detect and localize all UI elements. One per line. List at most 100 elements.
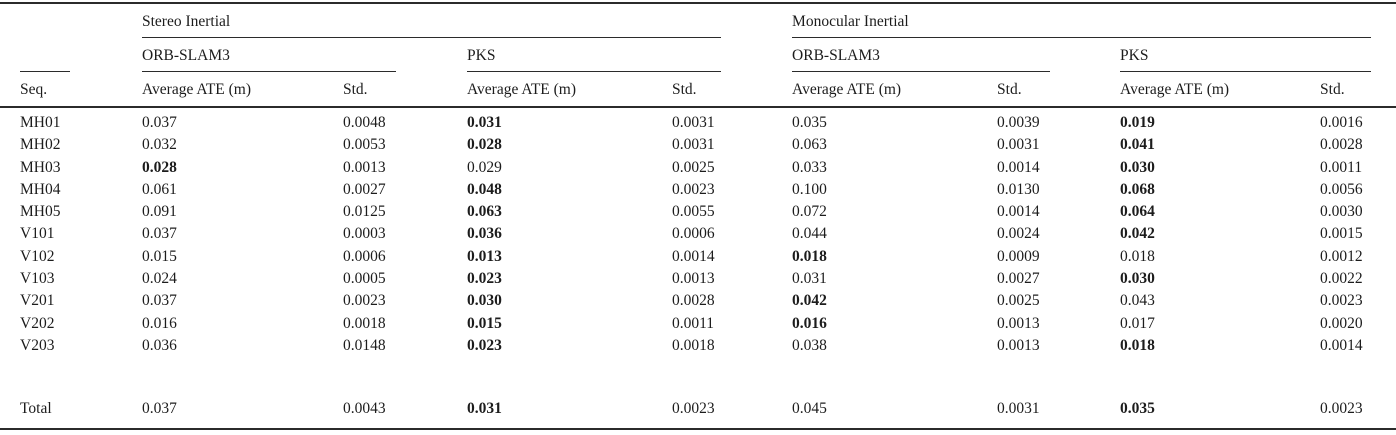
sequence-label: V201 [20,292,55,310]
value-cell: 0.072 [792,203,827,221]
value-cell: 0.0005 [343,270,386,288]
value-cell: 0.037 [142,395,343,430]
value-cell: 0.0039 [997,114,1040,131]
value-cell: 0.0043 [343,395,467,430]
value-cell: 0.063 [467,203,502,221]
value-cell: 0.018 [1120,247,1155,265]
value-cell: 0.0014 [1320,336,1363,354]
value-cell: 0.0015 [1320,225,1363,243]
value-cell: 0.048 [467,180,502,198]
value-cell: 0.029 [467,158,502,176]
value-cell: 0.023 [467,336,502,354]
table-row: MH04 0.061 0.0027 0.048 0.0023 0.100 0.0130 0.0… [0,179,1396,201]
sequence-label: MH03 [20,158,61,176]
value-cell: 0.0125 [343,203,386,221]
value-cell: 0.037 [142,114,177,131]
value-cell: 0.061 [142,180,177,198]
value-cell: 0.037 [142,292,177,310]
value-cell: 0.0053 [343,136,386,154]
column-header-avg-ate: Average ATE (m) [467,72,672,108]
value-cell: 0.0030 [1320,203,1363,221]
value-cell: 0.100 [792,180,827,198]
sequence-label: MH02 [20,136,61,154]
value-cell: 0.0018 [672,336,715,354]
value-cell: 0.0023 [1320,292,1363,310]
value-cell: 0.0016 [1320,114,1363,131]
value-cell: 0.0148 [343,336,386,354]
column-header-avg-ate: Average ATE (m) [792,72,998,108]
value-cell: 0.0130 [997,180,1040,198]
method-header-row: ORB-SLAM3 PKS ORB-SLAM3 PKS [0,38,1396,72]
table-row: MH05 0.091 0.0125 0.063 0.0055 0.072 0.0014 0.0… [0,201,1396,223]
value-cell: 0.0027 [343,180,386,198]
value-cell: 0.015 [142,247,177,265]
seq-overline-rule [20,71,70,72]
group-label: Monocular Inertial [792,4,1372,38]
value-cell: 0.0014 [997,158,1040,176]
value-cell: 0.042 [792,292,827,310]
value-cell: 0.0013 [672,270,715,288]
table-body: MH01 0.037 0.0048 0.031 0.0031 0.035 0.0039 0.0… [0,107,1396,430]
value-cell: 0.068 [1120,180,1155,198]
column-header-std: Std. [343,72,467,108]
value-cell: 0.032 [142,136,177,154]
column-header-std: Std. [1320,72,1396,108]
value-cell: 0.0031 [672,114,715,131]
value-cell: 0.0018 [343,314,386,332]
value-cell: 0.0023 [1320,395,1396,430]
value-cell: 0.042 [1120,225,1155,243]
value-cell: 0.0031 [672,136,715,154]
column-header-std: Std. [997,72,1121,108]
value-cell: 0.030 [1120,270,1155,288]
value-cell: 0.041 [1120,136,1155,154]
spacer-cell [0,357,1396,395]
value-cell: 0.063 [792,136,827,154]
value-cell: 0.031 [467,395,672,430]
total-row: Total 0.037 0.0043 0.031 0.0023 0.045 0.0031 0.… [0,395,1396,430]
value-cell: 0.0014 [997,203,1040,221]
value-cell: 0.016 [142,314,177,332]
method-header-mono-pks: PKS [1120,38,1396,72]
value-cell: 0.0023 [343,292,386,310]
sequence-label: V102 [20,247,55,265]
sequence-label: MH05 [20,203,61,221]
group-header-monocular-inertial: Monocular Inertial [792,3,1396,38]
spacer-row [0,357,1396,395]
value-cell: 0.0020 [1320,314,1363,332]
table-row: V101 0.037 0.0003 0.036 0.0006 0.044 0.0024 0.0… [0,223,1396,245]
table-row: V201 0.037 0.0023 0.030 0.0028 0.042 0.0025 0.0… [0,290,1396,312]
value-cell: 0.045 [792,395,998,430]
value-cell: 0.0025 [672,158,715,176]
table-row: V202 0.016 0.0018 0.015 0.0011 0.016 0.0013 0.0… [0,313,1396,335]
value-cell: 0.0023 [672,395,793,430]
seq-rule-cell [0,38,142,72]
value-cell: 0.0013 [343,158,386,176]
value-cell: 0.0031 [997,136,1040,154]
value-cell: 0.0028 [1320,136,1363,154]
value-cell: 0.028 [467,136,502,154]
value-cell: 0.0056 [1320,180,1363,198]
value-cell: 0.0014 [672,247,715,265]
value-cell: 0.023 [467,270,502,288]
value-cell: 0.013 [467,247,502,265]
value-cell: 0.0025 [997,292,1040,310]
value-cell: 0.044 [792,225,827,243]
method-label: ORB-SLAM3 [142,38,396,72]
group-header-row: Stereo Inertial Monocular Inertial [0,3,1396,38]
sequence-label: V103 [20,270,55,288]
method-header-mono-orbslam3: ORB-SLAM3 [792,38,1120,72]
sequence-label: MH01 [20,114,61,131]
column-header-row: Seq. Average ATE (m) Std. Average ATE (m… [0,72,1396,108]
value-cell: 0.031 [792,270,827,288]
sequence-label: Total [0,395,142,430]
value-cell: 0.0048 [343,114,386,131]
value-cell: 0.038 [792,336,827,354]
method-header-stereo-orbslam3: ORB-SLAM3 [142,38,467,72]
value-cell: 0.016 [792,314,827,332]
value-cell: 0.030 [467,292,502,310]
sequence-label: V203 [20,336,55,354]
sequence-label: MH04 [20,180,61,198]
value-cell: 0.0011 [1320,158,1363,176]
sequence-label: V101 [20,225,55,243]
group-header-stereo-inertial: Stereo Inertial [142,3,792,38]
